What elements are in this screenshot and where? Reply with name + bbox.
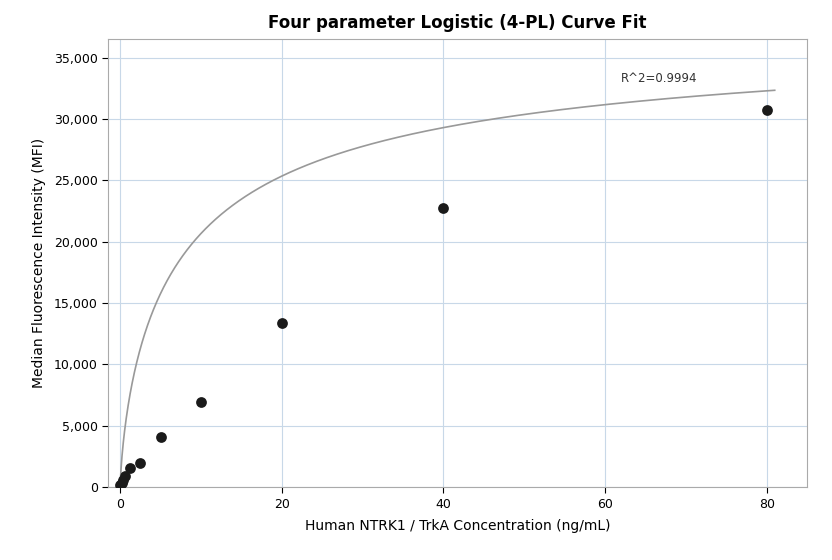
Point <box>115 478 128 487</box>
Point <box>124 463 137 472</box>
X-axis label: Human NTRK1 / TrkA Concentration (ng/mL): Human NTRK1 / TrkA Concentration (ng/mL) <box>305 519 611 533</box>
Point <box>760 106 773 115</box>
Y-axis label: Median Fluorescence Intensity (MFI): Median Fluorescence Intensity (MFI) <box>32 138 46 388</box>
Point <box>437 203 450 212</box>
Point <box>134 458 147 467</box>
Title: Four parameter Logistic (4-PL) Curve Fit: Four parameter Logistic (4-PL) Curve Fit <box>269 14 646 32</box>
Text: R^2=0.9994: R^2=0.9994 <box>622 72 698 85</box>
Point <box>119 472 132 480</box>
Point <box>154 432 167 441</box>
Point <box>275 318 289 327</box>
Point <box>114 480 127 489</box>
Point <box>195 398 208 407</box>
Point <box>116 475 130 484</box>
